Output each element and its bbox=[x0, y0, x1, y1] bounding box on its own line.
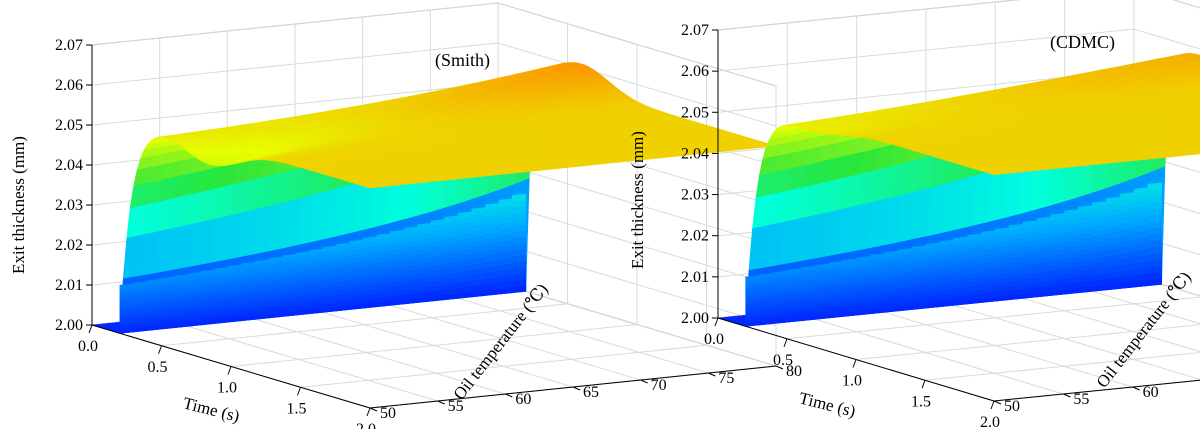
y-tick-label: 50 bbox=[380, 405, 396, 422]
x-tick-label: 1.0 bbox=[217, 380, 237, 397]
z-axis-label: Exit thickness (mm) bbox=[9, 136, 28, 274]
surface-wall-cell bbox=[457, 211, 473, 219]
surface-wall-cell bbox=[444, 215, 459, 223]
surface-mesh bbox=[91, 62, 777, 334]
surface-wall-cell bbox=[417, 222, 432, 230]
x-tick bbox=[227, 366, 232, 375]
x-tick-label: 2.0 bbox=[356, 421, 376, 429]
smith-surface-plot: (Smith) Exit thickness (mm) Time (s) Oil… bbox=[9, 2, 802, 429]
z-tick-label: 2.03 bbox=[55, 197, 83, 214]
y-tick-label: 70 bbox=[651, 377, 667, 394]
surface-wall-cell bbox=[430, 219, 446, 227]
surface-wall-cell bbox=[484, 202, 500, 211]
x-tick bbox=[297, 387, 301, 396]
x-tick-label: 0.5 bbox=[148, 359, 168, 376]
surface-wall-cell bbox=[471, 207, 486, 215]
annotation-label: (Smith) bbox=[435, 50, 490, 71]
surface-wall-cell bbox=[403, 226, 419, 234]
x-tick-label: 1.5 bbox=[287, 400, 307, 417]
z-tick-label: 2.05 bbox=[55, 117, 83, 134]
z-tick-label: 2.01 bbox=[55, 277, 83, 294]
x-tick bbox=[88, 324, 93, 334]
surface-wall-cell bbox=[498, 198, 513, 207]
y-tick-label: 65 bbox=[583, 384, 599, 401]
y-tick bbox=[437, 400, 445, 405]
y-tick bbox=[708, 372, 716, 377]
y-tick bbox=[505, 393, 513, 398]
y-tick-label: 55 bbox=[448, 398, 464, 415]
y-axis-label: Oil temperature (℃) bbox=[450, 280, 552, 403]
z-gridline bbox=[91, 2, 777, 87]
z-tick-label: 2.02 bbox=[55, 237, 83, 254]
surface-wall-cell bbox=[512, 193, 527, 202]
x-axis-label: Time (s) bbox=[181, 393, 241, 425]
z-tick-label: 2.07 bbox=[55, 37, 83, 54]
y-tick bbox=[369, 407, 378, 412]
y-tick-label: 60 bbox=[515, 391, 531, 408]
z-tick-label: 2.06 bbox=[55, 77, 83, 94]
y-tick-label: 75 bbox=[718, 370, 734, 387]
z-tick-label: 2.04 bbox=[55, 157, 83, 174]
x-tick-label: 0.0 bbox=[78, 338, 98, 355]
y-tick bbox=[640, 379, 648, 384]
cdmc-surface-plot: (CDMC) Exit thickness (mm) Time (s) Oil … bbox=[628, 0, 1200, 429]
surface-wall-cell bbox=[390, 229, 405, 237]
x-tick bbox=[366, 407, 371, 417]
surface-mesh bbox=[717, 52, 1200, 327]
y-tick bbox=[572, 386, 581, 391]
z-tick-label: 2.00 bbox=[55, 317, 83, 334]
x-tick bbox=[158, 345, 162, 354]
z-gridline bbox=[717, 0, 1200, 31]
